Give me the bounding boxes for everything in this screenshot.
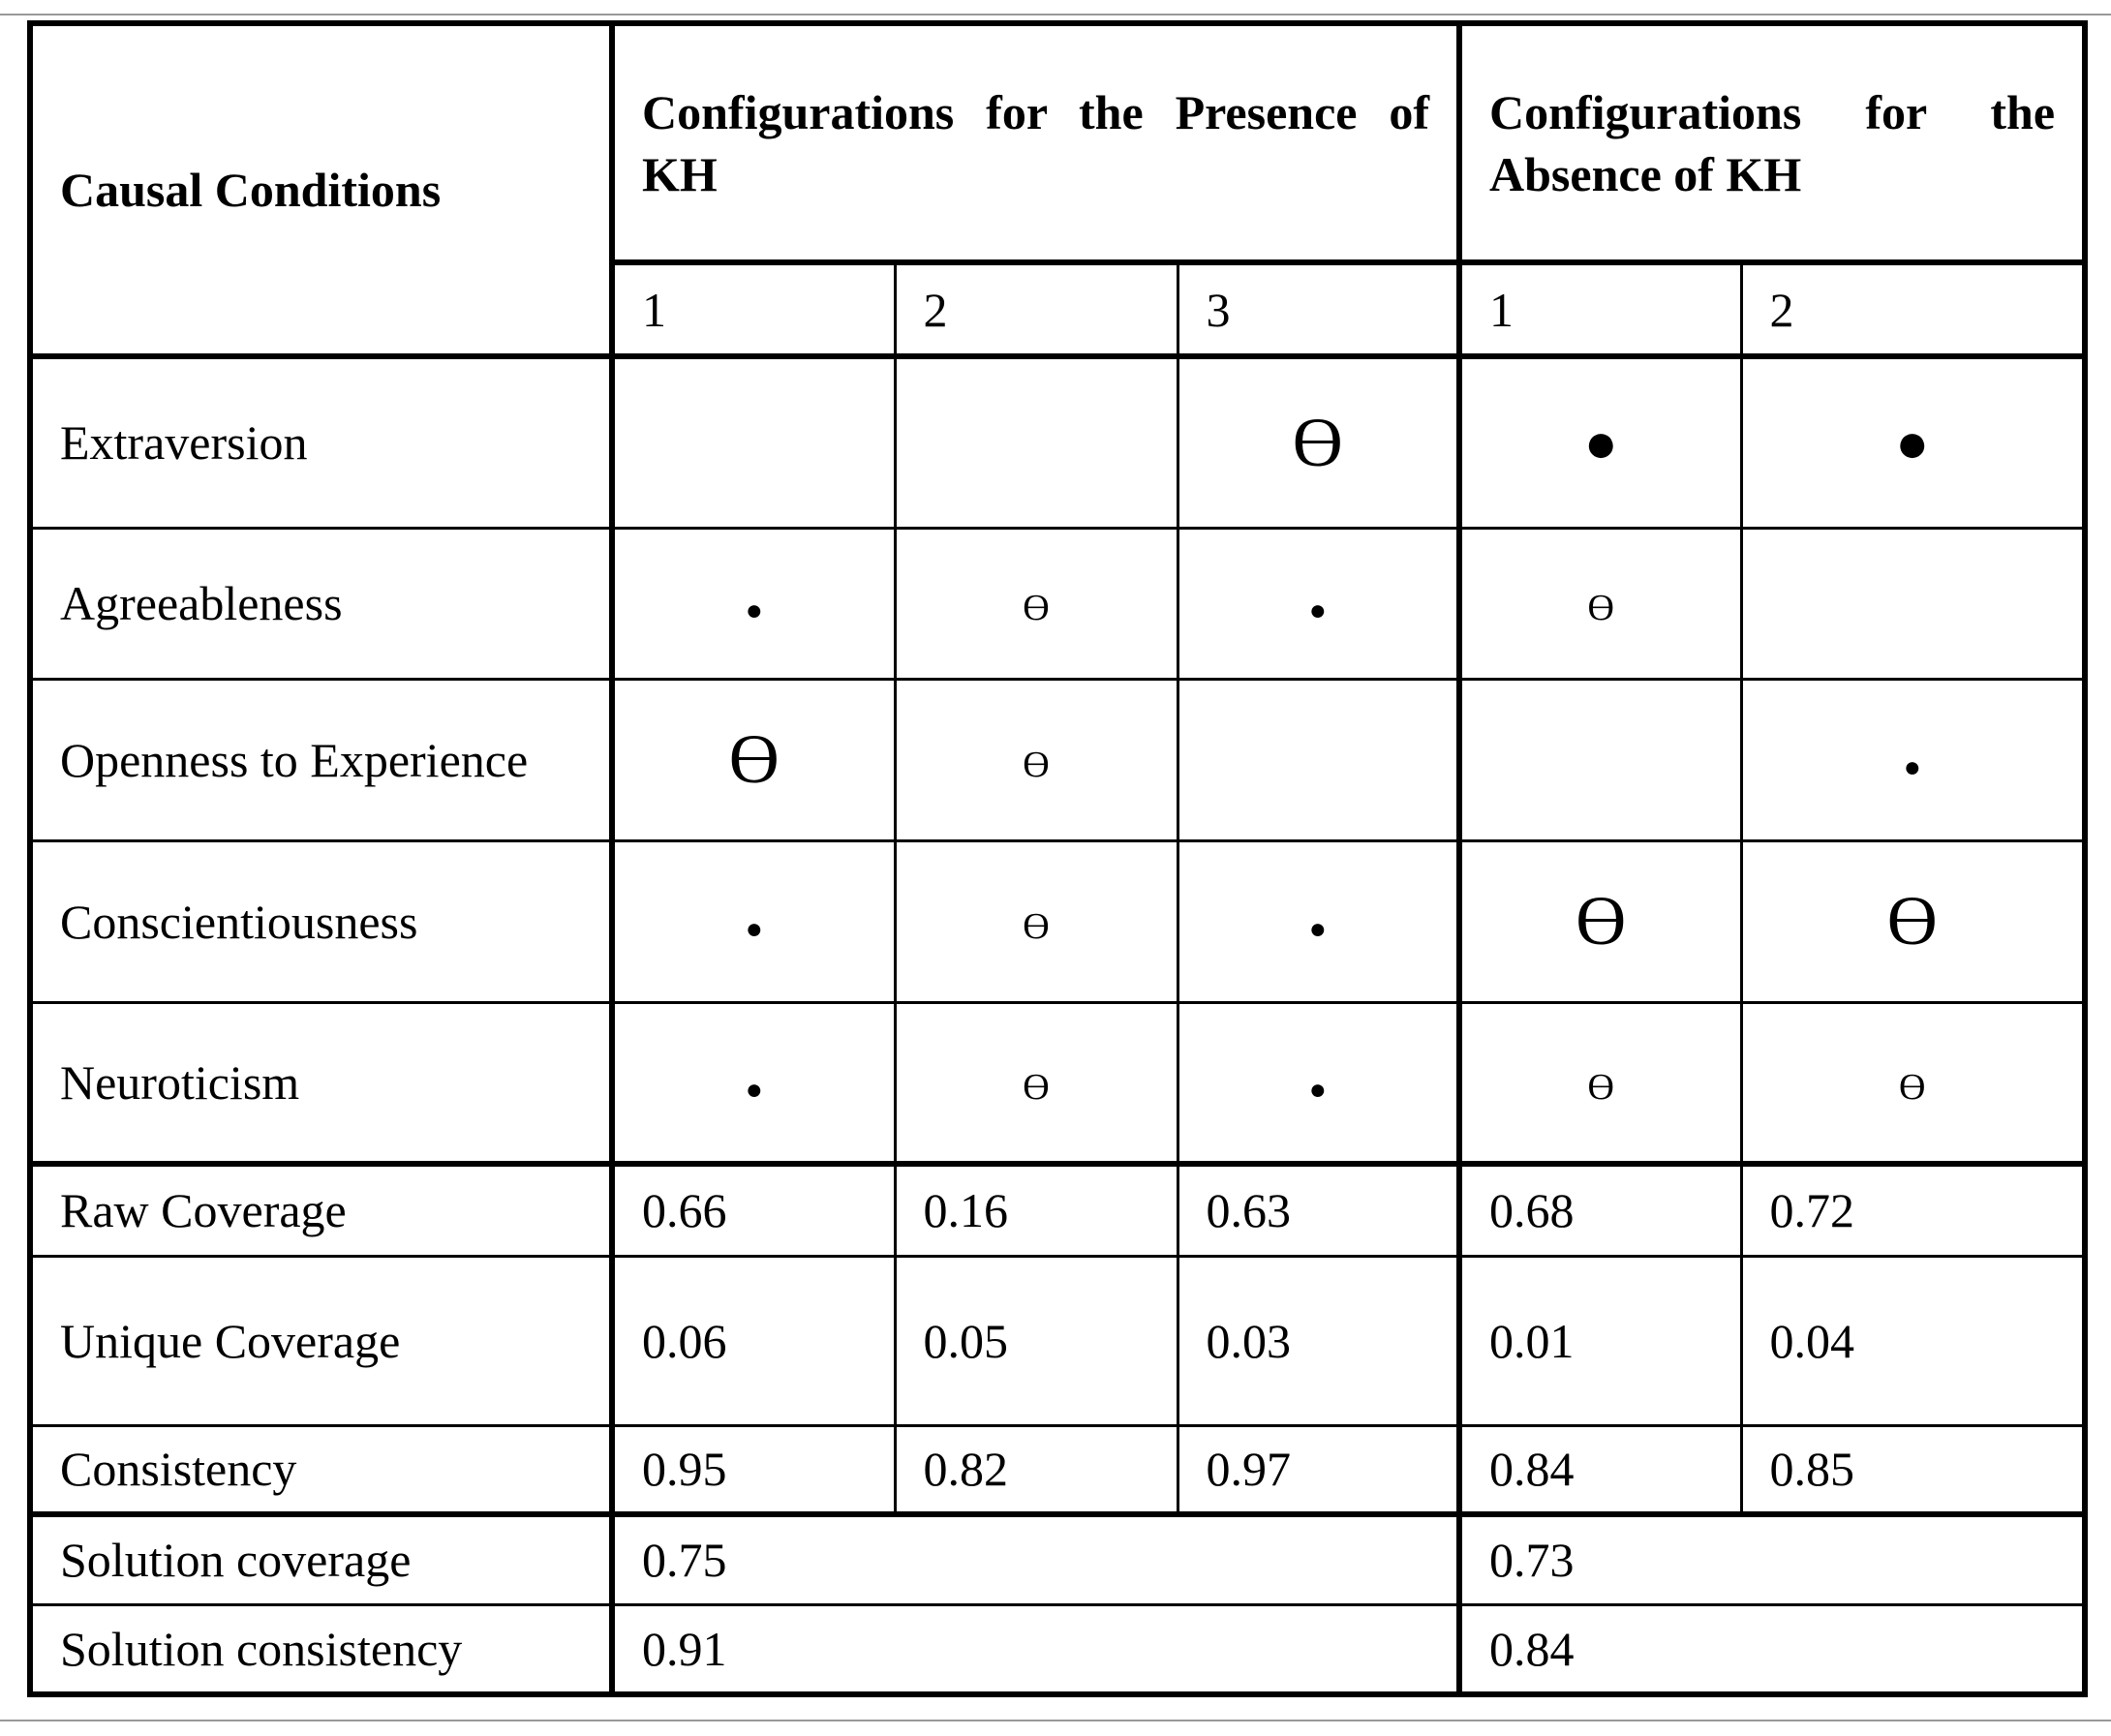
table-row: Solution coverage 0.75 0.73	[28, 1512, 2087, 1606]
metric-value: 0.05	[893, 1254, 1179, 1427]
symbol: ϴ	[1292, 403, 1343, 481]
metric-label: Unique Coverage	[28, 1254, 615, 1427]
symbol-cell: ϴ	[893, 1000, 1179, 1167]
symbol-cell	[610, 354, 897, 530]
table-row: Openness to Experience ϴ ϴ ●	[28, 677, 2087, 842]
solution-value: 0.75	[610, 1512, 1463, 1606]
solution-label: Solution consistency	[28, 1602, 615, 1696]
symbol-cell: ϴ	[893, 838, 1179, 1004]
table-body: Causal Conditions Configurations for the …	[28, 21, 2089, 1696]
table-row: Agreeableness ● ϴ ● ϴ	[28, 526, 2087, 681]
symbol: ●	[1308, 594, 1327, 626]
symbol-cell: ●	[1457, 354, 1743, 530]
condition-label: Extraversion	[28, 354, 615, 530]
condition-label: Agreeableness	[28, 526, 615, 681]
symbol: ●	[1583, 411, 1618, 474]
symbol: ϴ	[1576, 882, 1627, 959]
solution-label: Solution coverage	[28, 1512, 615, 1606]
symbol-cell	[1176, 677, 1463, 842]
symbol-cell: ϴ	[1739, 1000, 2087, 1167]
config-number: 2	[893, 260, 1179, 359]
metric-value: 0.84	[1457, 1423, 1743, 1517]
table-row: Unique Coverage 0.06 0.05 0.03 0.01 0.04	[28, 1254, 2087, 1427]
symbol: ϴ	[1023, 588, 1050, 628]
metric-value: 0.82	[893, 1423, 1179, 1517]
symbol-cell: ϴ	[610, 677, 897, 842]
symbol-cell: ●	[1739, 354, 2087, 530]
symbol: ϴ	[1899, 1066, 1926, 1108]
symbol: ϴ	[1023, 1066, 1050, 1108]
symbol: ●	[745, 594, 763, 626]
symbol: ϴ	[1886, 882, 1938, 959]
symbol: ●	[745, 912, 763, 945]
symbol-cell	[893, 354, 1179, 530]
table-row: Solution consistency 0.91 0.84	[28, 1602, 2087, 1696]
condition-label: Conscientiousness	[28, 838, 615, 1004]
symbol: ϴ	[1587, 1066, 1614, 1108]
symbol-cell	[1457, 677, 1743, 842]
table-row: Neuroticism ● ϴ ● ϴ ϴ	[28, 1000, 2087, 1167]
table-row: Extraversion ϴ ● ●	[28, 354, 2087, 530]
metric-value: 0.63	[1176, 1162, 1463, 1258]
metric-value: 0.72	[1739, 1162, 2087, 1258]
symbol-cell: ●	[1176, 838, 1463, 1004]
metric-value: 0.95	[610, 1423, 897, 1517]
symbol: ϴ	[1023, 744, 1050, 785]
bottom-rule	[0, 1720, 2111, 1721]
metric-value: 0.16	[893, 1162, 1179, 1258]
symbol-cell: ϴ	[1739, 838, 2087, 1004]
group-header: Configurations for the Absence of KH	[1457, 21, 2089, 265]
symbol-cell: ●	[1176, 526, 1463, 681]
symbol-cell: ϴ	[893, 526, 1179, 681]
top-rule	[0, 14, 2111, 15]
symbol-cell	[1739, 526, 2087, 681]
symbol: ●	[1895, 411, 1930, 474]
symbol: ●	[1308, 1073, 1327, 1106]
metric-value: 0.04	[1739, 1254, 2087, 1427]
symbol-cell: ●	[1739, 677, 2087, 842]
symbol-cell: ϴ	[1457, 526, 1743, 681]
symbol-cell: ●	[1176, 1000, 1463, 1167]
metric-value: 0.85	[1739, 1423, 2087, 1517]
symbol: ϴ	[728, 720, 780, 798]
config-number: 1	[1457, 260, 1743, 359]
results-table: Causal Conditions Configurations for the …	[27, 20, 2089, 1697]
symbol-cell: ●	[610, 838, 897, 1004]
symbol-cell: ϴ	[893, 677, 1179, 842]
metric-value: 0.66	[610, 1162, 897, 1258]
solution-value: 0.73	[1457, 1512, 2087, 1606]
symbol-cell: ●	[610, 1000, 897, 1167]
metric-value: 0.06	[610, 1254, 897, 1427]
config-number: 3	[1176, 260, 1463, 359]
symbol-cell: ϴ	[1457, 1000, 1743, 1167]
symbol-cell: ϴ	[1176, 354, 1463, 530]
metric-value: 0.68	[1457, 1162, 1743, 1258]
symbol: ●	[1903, 750, 1921, 783]
solution-value: 0.91	[610, 1602, 1463, 1696]
symbol-cell: ϴ	[1457, 838, 1743, 1004]
symbol: ●	[1308, 912, 1327, 945]
header-cell: Causal Conditions	[28, 21, 615, 359]
table-row: Conscientiousness ● ϴ ● ϴ ϴ	[28, 838, 2087, 1004]
condition-label: Neuroticism	[28, 1000, 615, 1167]
metric-value: 0.03	[1176, 1254, 1463, 1427]
metric-label: Consistency	[28, 1423, 615, 1517]
symbol: ϴ	[1587, 588, 1614, 628]
metric-value: 0.01	[1457, 1254, 1743, 1427]
table-row: Raw Coverage 0.66 0.16 0.63 0.68 0.72	[28, 1162, 2087, 1258]
symbol: ϴ	[1023, 905, 1050, 947]
table-row: Consistency 0.95 0.82 0.97 0.84 0.85	[28, 1423, 2087, 1517]
table-row: Causal Conditions Configurations for the …	[28, 21, 2089, 359]
symbol-cell: ●	[610, 526, 897, 681]
metric-value: 0.97	[1176, 1423, 1463, 1517]
metric-label: Raw Coverage	[28, 1162, 615, 1258]
solution-value: 0.84	[1457, 1602, 2087, 1696]
config-number: 1	[610, 260, 897, 359]
condition-label: Openness to Experience	[28, 677, 615, 842]
config-number: 2	[1739, 260, 2087, 359]
symbol: ●	[745, 1073, 763, 1106]
group-header: Configurations for the Presence of KH	[610, 21, 1463, 265]
